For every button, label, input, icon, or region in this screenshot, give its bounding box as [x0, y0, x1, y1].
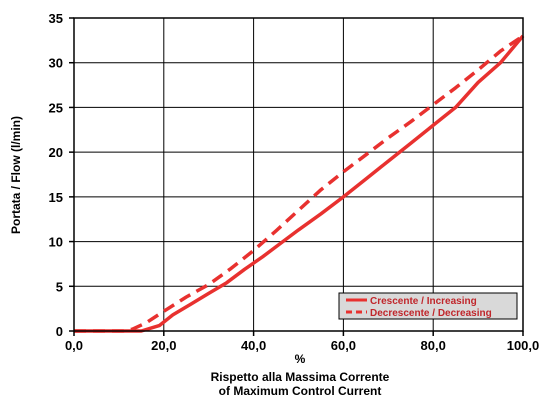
x-tick-label: 80,0 — [421, 338, 446, 353]
legend-label-increasing: Crescente / Increasing — [370, 296, 477, 307]
y-tick-label: 5 — [56, 279, 63, 294]
y-tick-label: 35 — [49, 11, 63, 26]
series-line-increasing — [74, 34, 525, 333]
grid — [74, 18, 523, 331]
series-lines — [74, 34, 525, 333]
x-axis-label-line1: % — [295, 352, 306, 366]
series-line-decreasing — [74, 34, 524, 333]
x-axis-label-line3: of Maximum Control Current — [219, 384, 382, 398]
y-axis-label: Portata / Flow (l/min) — [9, 116, 23, 234]
plot-area — [74, 18, 523, 331]
y-tick-label: 15 — [49, 190, 63, 205]
x-tick-label: 60,0 — [331, 338, 356, 353]
y-tick-label: 25 — [49, 100, 63, 115]
plot-border — [73, 17, 524, 332]
legend-label-decreasing: Decrescente / Decreasing — [370, 308, 492, 319]
legend-box — [338, 292, 518, 320]
y-tick-label: 10 — [49, 235, 63, 250]
x-tick-label: 20,0 — [151, 338, 176, 353]
x-axis-label-line2: Rispetto alla Massima Corrente — [211, 370, 390, 384]
y-tick-label: 20 — [49, 145, 63, 160]
x-tick-label: 0,0 — [65, 338, 83, 353]
legend: Crescente / Increasing Decrescente / Dec… — [338, 292, 518, 320]
x-tick-label: 100,0 — [507, 338, 540, 353]
y-tick-label: 30 — [49, 56, 63, 71]
axes: 0,0 20,0 40,0 60,0 80,0 100,0 0 5 10 15 20 25 30 35 — [49, 11, 540, 353]
x-tick-label: 40,0 — [241, 338, 266, 353]
y-tick-label: 0 — [56, 324, 63, 339]
